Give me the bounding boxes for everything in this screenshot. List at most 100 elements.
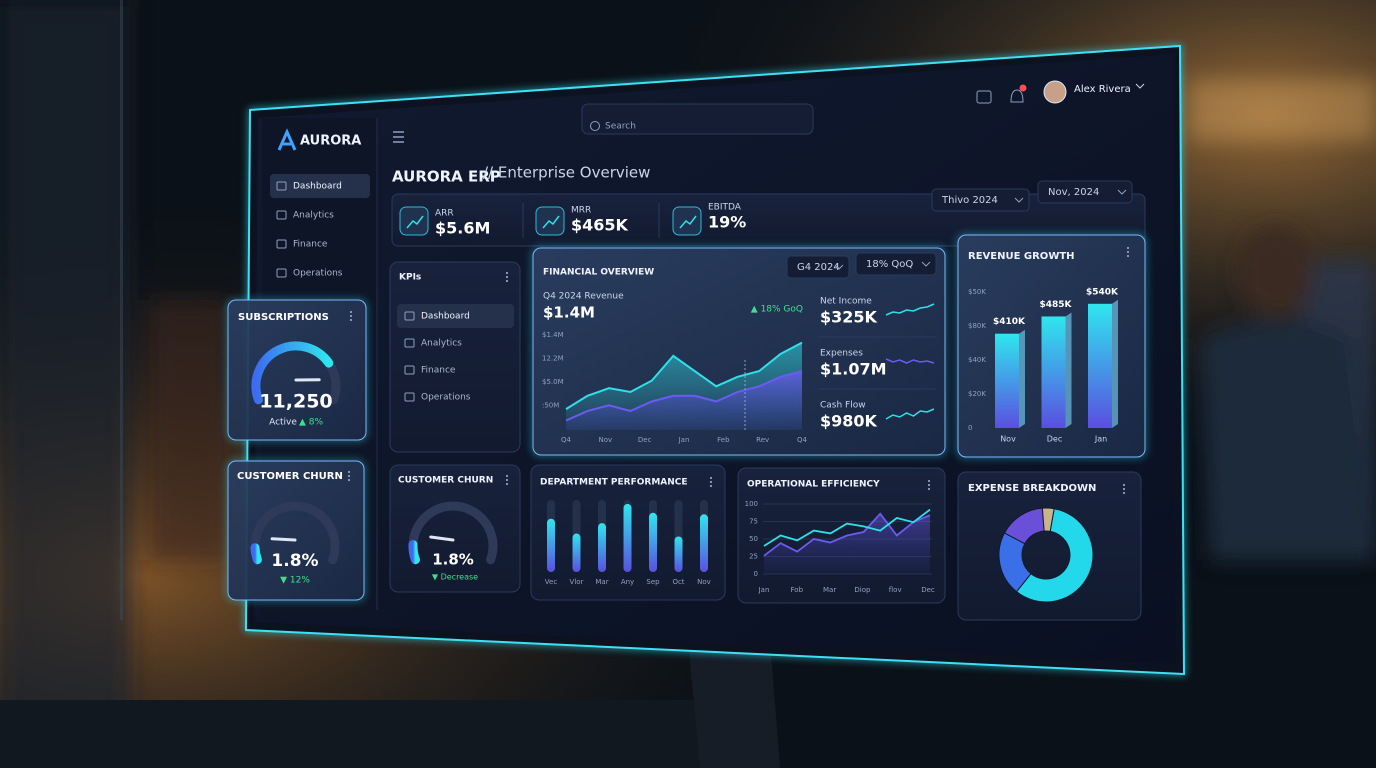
line — [565, 341, 803, 410]
card-title: SUBSCRIPTIONS — [238, 312, 329, 323]
kpi-label: ARR — [435, 209, 454, 219]
bar-side — [1019, 329, 1025, 428]
user-chevron[interactable] — [1135, 83, 1145, 89]
user-name[interactable]: Alex Rivera — [1074, 84, 1131, 95]
x-axis-label: Mar — [595, 578, 608, 586]
y-axis-label: $40K — [968, 356, 986, 364]
dropdown[interactable] — [786, 255, 850, 279]
gauge-fill — [251, 341, 334, 405]
y-axis-label: :50M — [542, 402, 559, 410]
value-label: $485K — [1039, 300, 1072, 310]
nav-item[interactable]: Operations — [293, 269, 343, 279]
x-axis-label: Oct — [672, 578, 684, 586]
nav-active[interactable] — [270, 174, 370, 198]
dropdown-label: 18% QoQ — [866, 259, 913, 270]
y-tick-label: 25 — [749, 553, 758, 561]
x-axis-label: Dec — [638, 436, 652, 444]
x-axis-label: flov — [889, 586, 902, 594]
more-dot — [1122, 483, 1126, 487]
gauge-track — [408, 501, 498, 565]
dropdown[interactable] — [931, 188, 1030, 212]
y-axis-label: $50K — [968, 288, 986, 296]
y-axis-label: 0 — [968, 424, 972, 432]
more-dot — [927, 483, 931, 487]
shelf — [150, 300, 230, 560]
ceiling-light — [1190, 80, 1376, 140]
notifications-icon[interactable] — [1010, 89, 1024, 103]
gauge-fill — [408, 540, 420, 565]
metric-value: 1.8% — [271, 551, 318, 571]
menu-icon — [404, 338, 415, 348]
kpi-icon-glyph — [542, 215, 560, 229]
more-dot — [1126, 254, 1130, 258]
menu-item[interactable]: Finance — [421, 366, 456, 376]
x-axis-label: Mar — [823, 586, 836, 594]
x-axis-label: Jan — [1094, 435, 1107, 444]
avatar[interactable] — [1043, 80, 1067, 104]
x-axis-label: Diop — [854, 586, 871, 594]
bar — [598, 523, 606, 572]
donut-segment — [1015, 508, 1094, 603]
menu-active[interactable] — [397, 304, 514, 328]
x-axis-label: Sep — [646, 578, 660, 586]
menu-icon[interactable] — [393, 131, 404, 143]
more-dot — [349, 310, 353, 314]
kpi-label: MRR — [571, 206, 591, 216]
y-tick-label: 0 — [754, 570, 758, 578]
panel-title: OPERATIONAL EFFICIENCY — [747, 480, 880, 490]
more-dot — [1122, 491, 1126, 495]
person-body — [1200, 320, 1376, 560]
more-dot — [347, 470, 351, 474]
page-title: // Enterprise Overview — [483, 164, 650, 182]
search-placeholder[interactable]: Search — [605, 122, 636, 132]
menu-item[interactable]: Analytics — [421, 339, 462, 349]
x-axis-label: Nov — [697, 578, 711, 586]
menu-item[interactable]: Operations — [421, 393, 471, 403]
value-label: $540K — [1086, 287, 1119, 297]
person-head — [1238, 226, 1314, 318]
donut-segment — [1041, 507, 1055, 532]
dropdown-label: Nov, 2024 — [1048, 187, 1099, 198]
metric-change: ▼ 12% — [280, 576, 310, 586]
sparkline — [885, 358, 935, 364]
metric-value: $1.07M — [820, 360, 887, 379]
x-axis-label: Nov — [598, 436, 612, 444]
bar — [547, 518, 555, 572]
more-dot — [505, 279, 509, 283]
dropdown-label: G4 2024 — [797, 262, 840, 273]
y-axis-label: 12.2M — [542, 355, 564, 363]
menu-icon — [404, 392, 415, 402]
card-title: CUSTOMER CHURN — [237, 471, 343, 482]
y-axis-label: $20K — [968, 390, 986, 398]
panel-title: FINANCIAL OVERVIEW — [543, 268, 654, 278]
metric-label: Net Income — [820, 297, 872, 307]
sparkline — [885, 303, 935, 316]
dropdown[interactable] — [1037, 180, 1133, 204]
bar — [995, 333, 1019, 428]
dropdown-chevron — [1117, 189, 1127, 195]
bar — [700, 514, 708, 572]
nav-item[interactable]: Finance — [293, 240, 328, 250]
metric-label: Cash Flow — [820, 401, 866, 411]
nav-icon — [276, 268, 287, 278]
kpi-icon-glyph — [406, 215, 424, 229]
nav-item[interactable]: Analytics — [293, 211, 334, 221]
x-axis-label: Q4 — [561, 436, 572, 444]
nav-icon — [276, 181, 287, 191]
y-tick-label: 75 — [749, 518, 758, 526]
x-axis-label: Vlor — [570, 578, 584, 586]
dropdown[interactable] — [855, 252, 937, 276]
messages-icon[interactable] — [976, 90, 992, 104]
kpi-value: $465K — [571, 216, 629, 235]
bar-side — [1112, 299, 1118, 428]
x-axis-label: Nov — [1000, 435, 1016, 444]
menu-icon — [404, 365, 415, 375]
gauge-track — [250, 501, 340, 565]
more-dot — [505, 275, 509, 279]
y-axis-label: $1.4M — [542, 331, 564, 339]
panel-title: DEPARTMENT PERFORMANCE — [540, 478, 688, 488]
search-box[interactable] — [581, 103, 814, 135]
menu-item[interactable]: Dashboard — [421, 312, 470, 322]
nav-item[interactable]: Dashboard — [293, 182, 342, 192]
